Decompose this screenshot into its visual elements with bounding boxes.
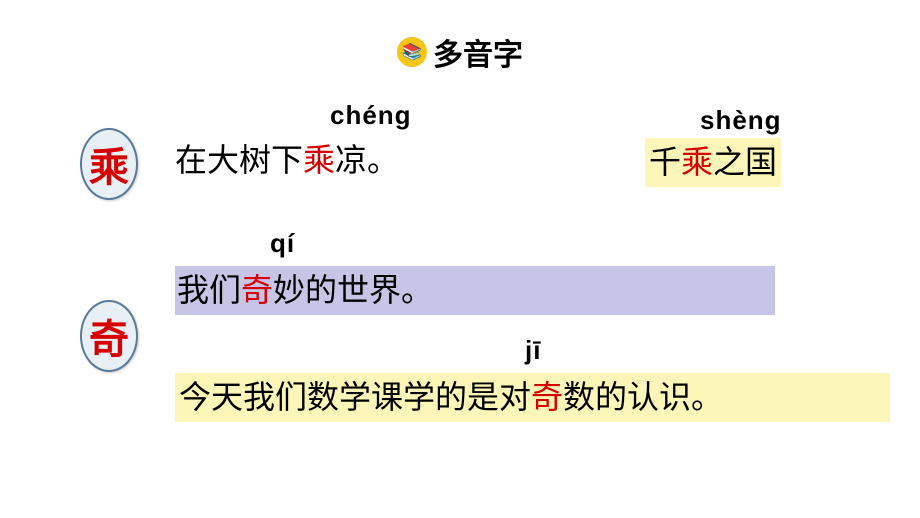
- title-text: 多音字: [433, 30, 523, 74]
- text-post: 凉。: [335, 142, 399, 178]
- text-post: 数的认识。: [563, 379, 723, 415]
- text-post: 之国: [713, 144, 777, 180]
- text-pre: 在大树下: [175, 142, 303, 178]
- books-icon: 📚: [397, 37, 427, 67]
- char-badge-qi: 奇: [80, 300, 138, 372]
- sentence-qi-1: 我们奇妙的世界。: [175, 266, 775, 315]
- text-pre: 我们: [177, 272, 241, 308]
- text-pre: 千: [649, 144, 681, 180]
- text-highlight: 乘: [303, 142, 335, 178]
- pinyin-ji: jī: [525, 335, 541, 366]
- page-title: 📚 多音字: [397, 30, 523, 74]
- text-highlight: 奇: [241, 272, 273, 308]
- badge-char: 乘: [89, 135, 129, 193]
- text-post: 妙的世界。: [273, 272, 433, 308]
- text-pre: 今天我们数学课学的是对: [179, 379, 531, 415]
- pinyin-qi: qí: [270, 228, 295, 259]
- char-badge-cheng: 乘: [80, 128, 138, 200]
- sentence-cheng-2: 千乘之国: [645, 138, 781, 187]
- sentence-qi-2: 今天我们数学课学的是对奇数的认识。: [175, 373, 890, 422]
- pinyin-sheng: shèng: [700, 105, 782, 136]
- text-highlight: 乘: [681, 144, 713, 180]
- text-highlight: 奇: [531, 379, 563, 415]
- sentence-cheng-1: 在大树下乘凉。: [175, 138, 399, 183]
- pinyin-cheng: chéng: [330, 100, 412, 131]
- badge-char: 奇: [89, 307, 129, 365]
